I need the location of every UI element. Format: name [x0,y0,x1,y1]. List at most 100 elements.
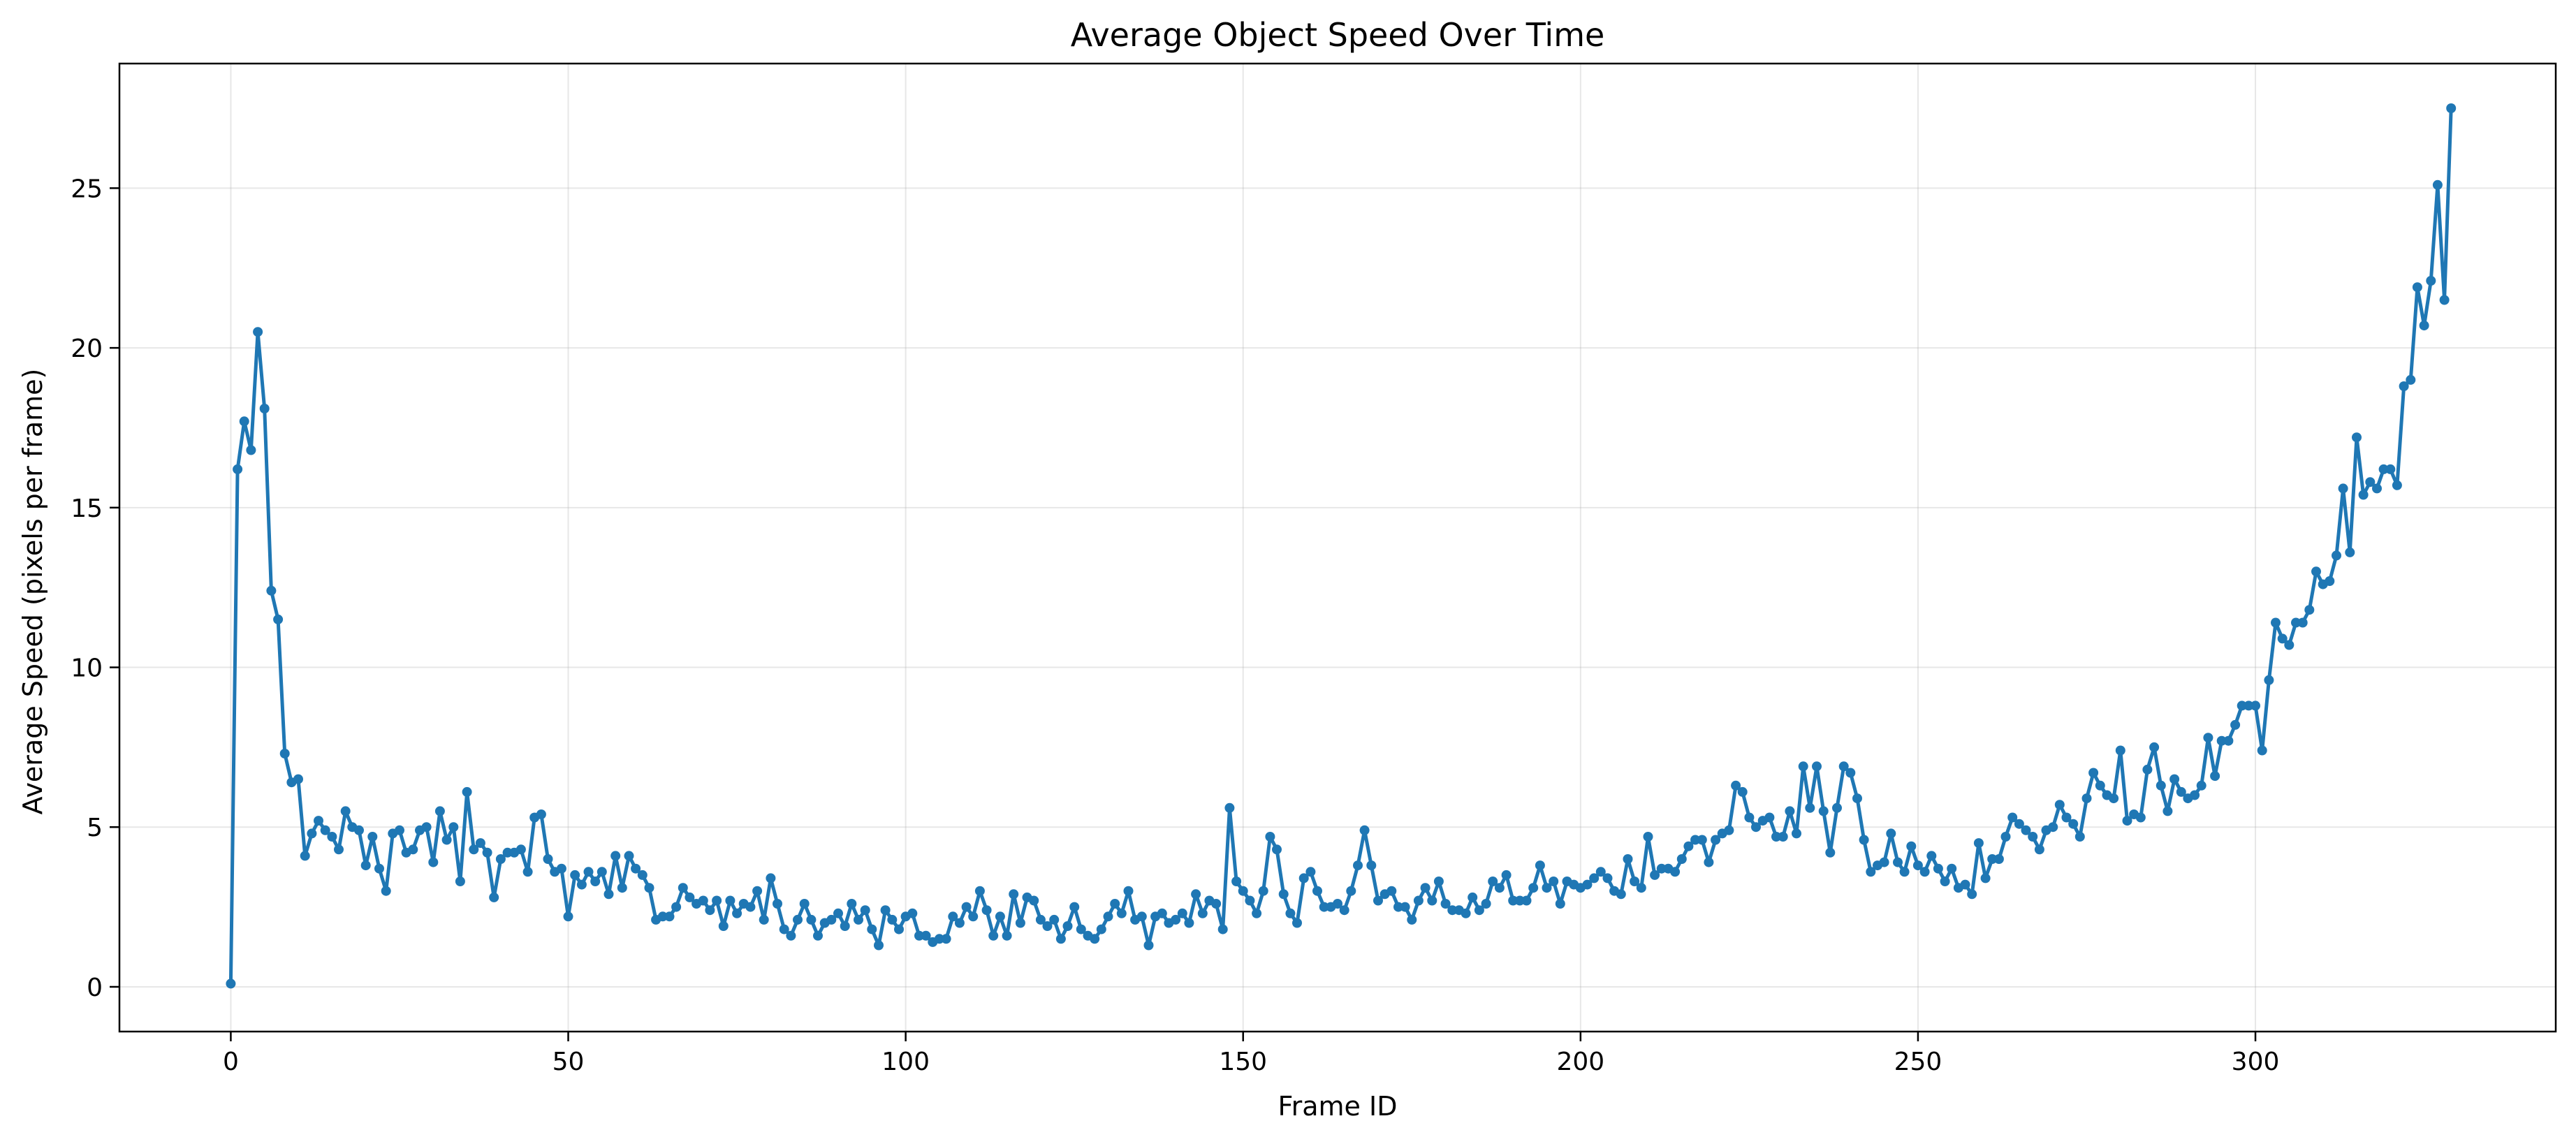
data-point [954,918,965,928]
data-point [1912,860,1923,871]
data-point [1690,835,1701,845]
data-point [1386,886,1397,896]
data-point [374,863,384,874]
data-point [1407,914,1417,925]
data-point [921,930,931,941]
data-point [536,809,546,819]
data-point [1184,918,1194,928]
data-point [2358,490,2369,500]
data-point [941,934,951,944]
data-point [1191,889,1201,900]
data-point [712,895,722,906]
data-point [441,835,452,845]
data-point [495,854,506,864]
data-point [1859,835,1869,845]
data-point [1305,867,1316,877]
x-tick-label: 150 [1219,1048,1267,1076]
data-point [2352,432,2362,443]
data-point [995,911,1005,922]
data-point [1359,825,1370,835]
data-point [597,867,607,877]
data-point [1616,889,1626,900]
data-point [1447,905,1458,916]
data-point [2203,733,2213,743]
data-point [360,860,371,871]
data-point [1980,873,1991,883]
data-point [2142,764,2153,775]
data-point [2223,735,2234,746]
data-point [1947,863,1957,874]
data-point [2149,742,2160,752]
data-point [988,930,999,941]
data-point [428,857,439,867]
data-point [1015,918,1025,928]
data-point [732,908,742,918]
data-point [644,883,654,893]
data-point [320,825,330,835]
data-point [773,899,782,909]
data-point [1224,802,1235,813]
data-point [1751,822,1761,833]
data-point [981,905,992,916]
data-point [2332,550,2341,561]
data-point [2284,640,2295,650]
data-point [1731,780,1741,791]
data-point [570,870,580,880]
data-point [2230,719,2241,730]
data-point [637,870,647,880]
data-point [1393,902,1403,912]
data-point [1413,895,1424,906]
data-point [826,914,837,925]
data-point [2426,276,2436,286]
data-point [1987,854,1998,864]
data-point [1926,851,1937,861]
data-point [1744,812,1755,823]
data-point [779,924,789,934]
data-point [448,822,459,833]
data-point [1704,857,1714,867]
data-point [367,832,378,842]
data-point [1157,908,1167,918]
data-point [1494,883,1505,893]
data-point [1785,806,1795,816]
data-point [1136,911,1147,922]
data-point [2122,816,2132,826]
data-point [515,844,526,855]
data-point [1339,905,1349,916]
data-point [847,899,857,909]
data-point [1346,886,1356,896]
data-point [1724,825,1734,835]
data-point [395,825,404,835]
data-point [307,828,317,839]
data-point [2392,480,2402,490]
data-point [2081,793,2092,804]
data-point [381,886,391,896]
data-point [1825,847,1836,858]
data-point [1009,889,1019,900]
data-point [2028,832,2038,842]
data-point [2074,832,2085,842]
x-tick-label: 300 [2232,1048,2280,1076]
data-point [1197,908,1208,918]
x-tick-label: 200 [1556,1048,1604,1076]
data-point [1798,761,1808,772]
data-point [1919,867,1930,877]
data-point [2216,735,2227,746]
data-point [1636,883,1646,893]
data-point [246,445,256,455]
data-point [2304,605,2315,615]
data-point [1589,873,1600,883]
grid-lines [119,64,2556,1032]
data-point [1542,883,1552,893]
data-point [1514,895,1525,906]
data-point [1298,873,1309,883]
data-point [1549,877,1559,886]
data-point [671,902,682,912]
data-point [1805,802,1815,813]
data-point [1440,899,1451,909]
data-point [408,844,418,855]
data-point [1427,895,1437,906]
data-point [718,921,729,931]
data-point [880,905,891,916]
